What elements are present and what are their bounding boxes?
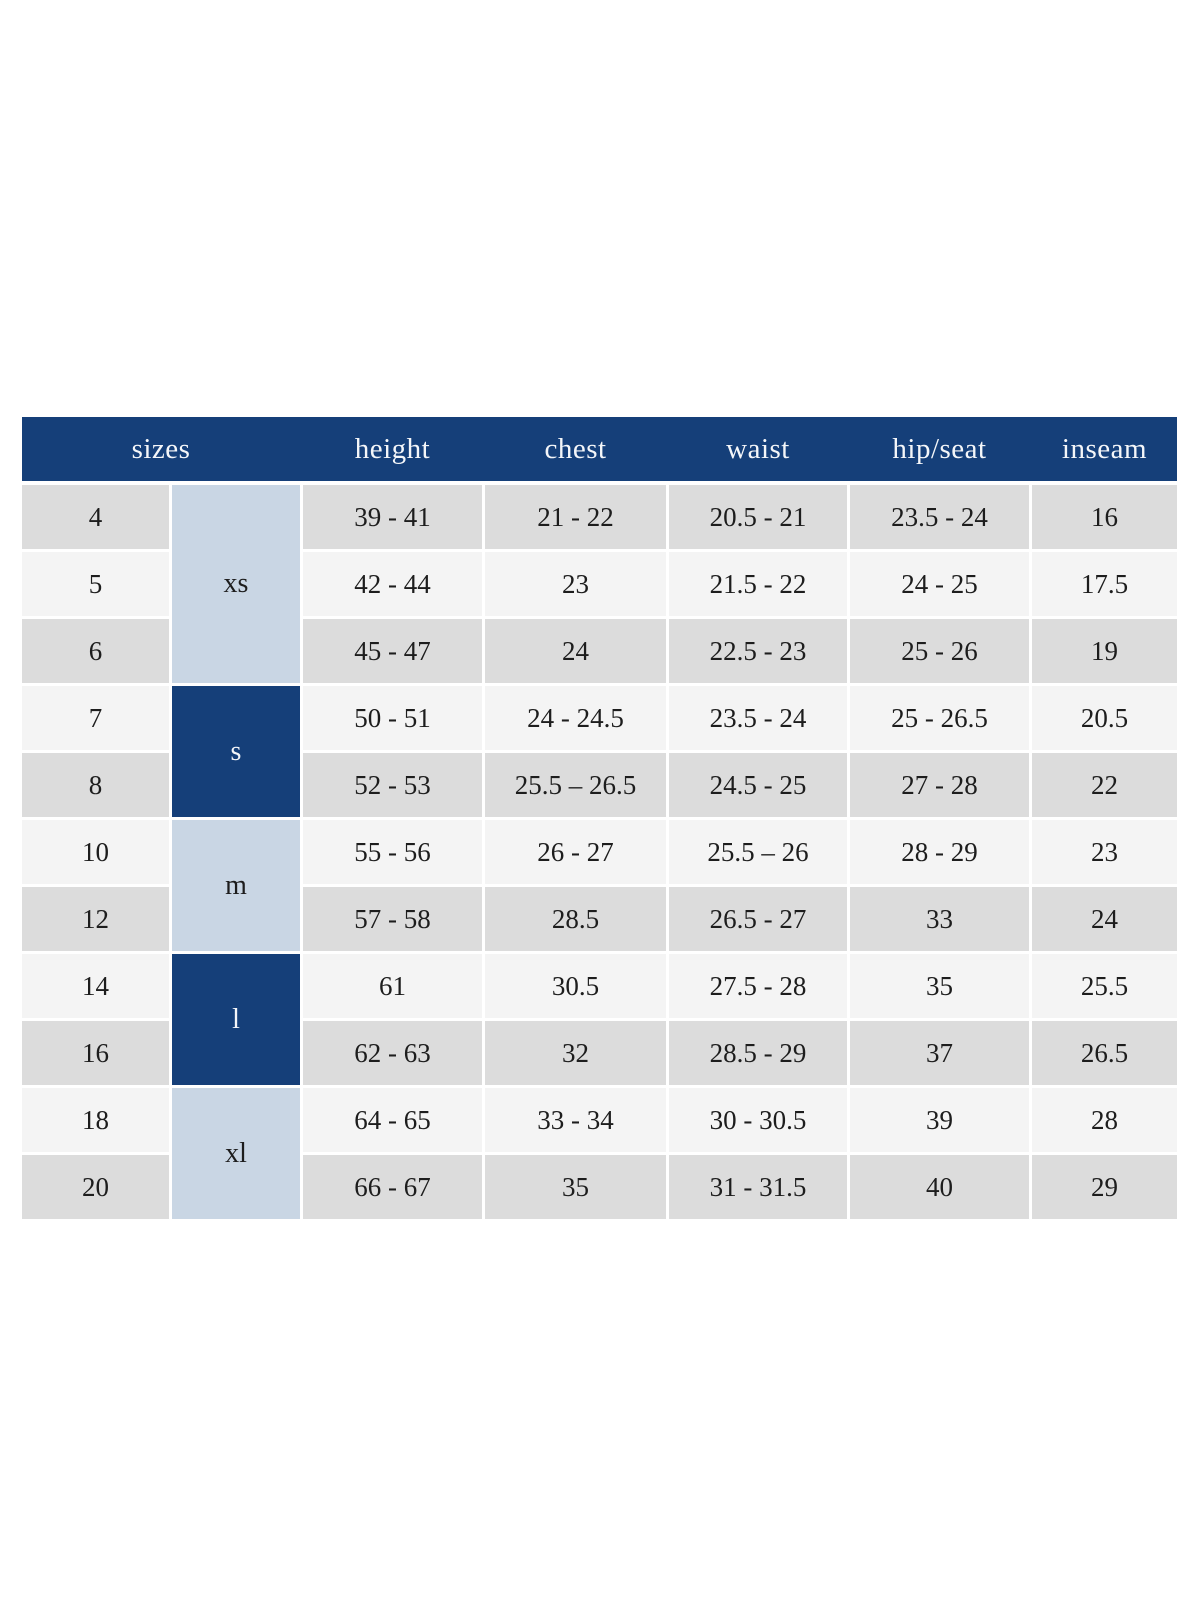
chest-cell: 21 - 22 [485,485,666,549]
inseam-cell: 17.5 [1032,552,1177,616]
inseam-cell: 25.5 [1032,954,1177,1018]
waist-cell: 30 - 30.5 [669,1088,847,1152]
size-group-cell: xs [172,485,300,683]
header-hip-seat: hip/seat [892,432,987,465]
chest-cell: 23 [485,552,666,616]
header-inseam: inseam [1061,432,1148,465]
waist-cell: 26.5 - 27 [669,887,847,951]
height-cell: 57 - 58 [303,887,482,951]
hip-seat-cell: 23.5 - 24 [850,485,1029,549]
size-chart-table: sizes height chest waist hip/seat inseam… [22,417,1177,1219]
height-cell: 64 - 65 [303,1088,482,1152]
hip-seat-cell: 35 [850,954,1029,1018]
hip-seat-cell: 24 - 25 [850,552,1029,616]
hip-seat-cell: 39 [850,1088,1029,1152]
height-cell: 61 [303,954,482,1018]
size-number-cell: 7 [22,686,169,750]
waist-cell: 23.5 - 24 [669,686,847,750]
size-number-cell: 10 [22,820,169,884]
size-group-cell: m [172,820,300,951]
waist-cell: 22.5 - 23 [669,619,847,683]
inseam-cell: 23 [1032,820,1177,884]
hip-seat-cell: 33 [850,887,1029,951]
height-cell: 62 - 63 [303,1021,482,1085]
chest-cell: 30.5 [485,954,666,1018]
waist-cell: 20.5 - 21 [669,485,847,549]
inseam-cell: 28 [1032,1088,1177,1152]
height-cell: 50 - 51 [303,686,482,750]
chest-cell: 32 [485,1021,666,1085]
waist-cell: 24.5 - 25 [669,753,847,817]
waist-cell: 31 - 31.5 [669,1155,847,1219]
hip-seat-cell: 37 [850,1021,1029,1085]
size-number-cell: 18 [22,1088,169,1152]
waist-cell: 21.5 - 22 [669,552,847,616]
height-cell: 39 - 41 [303,485,482,549]
height-cell: 42 - 44 [303,552,482,616]
size-group-cell: xl [172,1088,300,1219]
size-number-cell: 16 [22,1021,169,1085]
hip-seat-cell: 27 - 28 [850,753,1029,817]
size-number-cell: 20 [22,1155,169,1219]
inseam-cell: 29 [1032,1155,1177,1219]
chest-cell: 24 - 24.5 [485,686,666,750]
header-sizes: sizes [131,432,191,465]
inseam-cell: 16 [1032,485,1177,549]
height-cell: 45 - 47 [303,619,482,683]
size-number-cell: 4 [22,485,169,549]
size-group-cell: s [172,686,300,817]
inseam-cell: 26.5 [1032,1021,1177,1085]
size-number-cell: 14 [22,954,169,1018]
hip-seat-cell: 25 - 26 [850,619,1029,683]
hip-seat-cell: 28 - 29 [850,820,1029,884]
height-cell: 52 - 53 [303,753,482,817]
table-header-row: sizes height chest waist hip/seat inseam [22,417,1177,481]
chest-cell: 28.5 [485,887,666,951]
size-group-cell: l [172,954,300,1085]
inseam-cell: 24 [1032,887,1177,951]
size-number-cell: 12 [22,887,169,951]
chest-cell: 33 - 34 [485,1088,666,1152]
chest-cell: 25.5 – 26.5 [485,753,666,817]
waist-cell: 25.5 – 26 [669,820,847,884]
inseam-cell: 19 [1032,619,1177,683]
size-number-cell: 8 [22,753,169,817]
waist-cell: 28.5 - 29 [669,1021,847,1085]
hip-seat-cell: 40 [850,1155,1029,1219]
chest-cell: 26 - 27 [485,820,666,884]
size-number-cell: 5 [22,552,169,616]
table-body: 4 39 - 41 21 - 22 20.5 - 21 23.5 - 24 16 5 42 -… [22,485,1177,1219]
header-chest: chest [544,432,607,465]
waist-cell: 27.5 - 28 [669,954,847,1018]
header-height: height [354,432,431,465]
header-waist: waist [726,432,790,465]
height-cell: 55 - 56 [303,820,482,884]
inseam-cell: 22 [1032,753,1177,817]
chest-cell: 24 [485,619,666,683]
inseam-cell: 20.5 [1032,686,1177,750]
height-cell: 66 - 67 [303,1155,482,1219]
size-number-cell: 6 [22,619,169,683]
hip-seat-cell: 25 - 26.5 [850,686,1029,750]
chest-cell: 35 [485,1155,666,1219]
